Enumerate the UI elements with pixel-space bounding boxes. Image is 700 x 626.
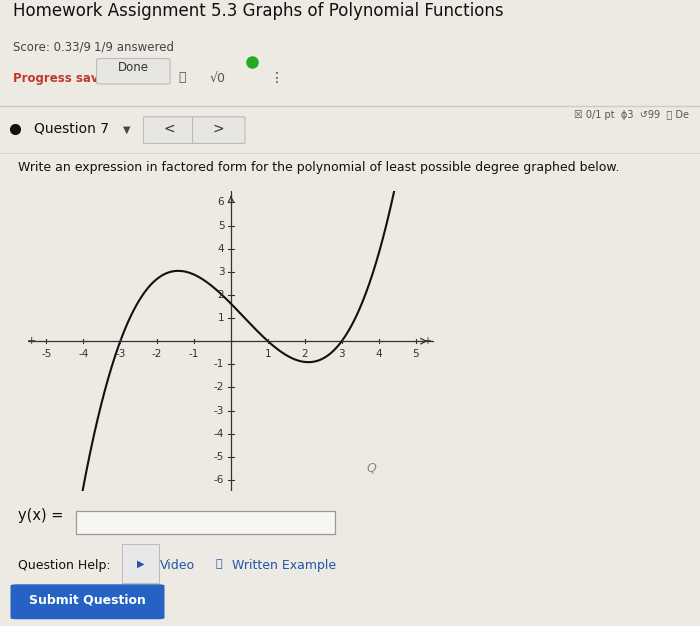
Text: Submit Question: Submit Question: [29, 593, 146, 606]
FancyBboxPatch shape: [193, 117, 245, 143]
Text: <: <: [164, 122, 176, 136]
Text: Write an expression in factored form for the polynomial of least possible degree: Write an expression in factored form for…: [18, 161, 619, 174]
Text: 6: 6: [218, 197, 225, 207]
Text: -3: -3: [115, 349, 125, 359]
Text: -3: -3: [214, 406, 225, 416]
Text: Question Help:: Question Help:: [18, 558, 110, 572]
Text: Q: Q: [366, 462, 376, 475]
Text: Score: 0.33/9: Score: 0.33/9: [13, 41, 90, 53]
Text: -4: -4: [214, 429, 225, 439]
Text: -5: -5: [214, 452, 225, 462]
Text: Homework Assignment 5.3 Graphs of Polynomial Functions: Homework Assignment 5.3 Graphs of Polyno…: [13, 2, 503, 20]
Text: ⎙: ⎙: [178, 71, 186, 85]
Text: 3: 3: [218, 267, 225, 277]
Text: ⎙: ⎙: [216, 558, 222, 568]
FancyBboxPatch shape: [97, 59, 170, 84]
Text: 1: 1: [265, 349, 271, 359]
Text: 3: 3: [338, 349, 345, 359]
Text: ▼: ▼: [122, 125, 130, 135]
Text: -4: -4: [78, 349, 89, 359]
Text: -1: -1: [189, 349, 199, 359]
Text: ⋮: ⋮: [270, 71, 284, 85]
Text: Question 7: Question 7: [34, 122, 108, 136]
Text: y(x) =: y(x) =: [18, 508, 63, 523]
Text: -5: -5: [41, 349, 52, 359]
Text: ▶: ▶: [136, 558, 144, 568]
Text: ☒ 0/1 pt  ϕ3  ↺99  ⓘ De: ☒ 0/1 pt ϕ3 ↺99 ⓘ De: [575, 110, 690, 120]
Text: -2: -2: [214, 382, 225, 393]
Text: Written Example: Written Example: [232, 558, 337, 572]
Text: 4: 4: [375, 349, 382, 359]
Text: -6: -6: [214, 475, 225, 485]
Text: -2: -2: [152, 349, 162, 359]
Text: 4: 4: [218, 244, 225, 254]
Text: Progress saved: Progress saved: [13, 73, 115, 85]
Text: +: +: [27, 336, 36, 346]
Text: 1/9 answered: 1/9 answered: [94, 41, 174, 53]
Text: 2: 2: [218, 290, 225, 300]
Text: √0: √0: [210, 71, 226, 85]
FancyBboxPatch shape: [10, 584, 164, 619]
Text: Video: Video: [160, 558, 195, 572]
Text: 5: 5: [218, 220, 225, 230]
Text: 2: 2: [302, 349, 308, 359]
Text: 1: 1: [218, 313, 225, 323]
Text: -1: -1: [214, 359, 225, 369]
FancyBboxPatch shape: [76, 511, 335, 535]
Text: Done: Done: [118, 61, 148, 74]
Text: >: >: [213, 122, 225, 136]
Text: 5: 5: [412, 349, 419, 359]
FancyBboxPatch shape: [144, 117, 196, 143]
Text: +: +: [423, 336, 430, 346]
